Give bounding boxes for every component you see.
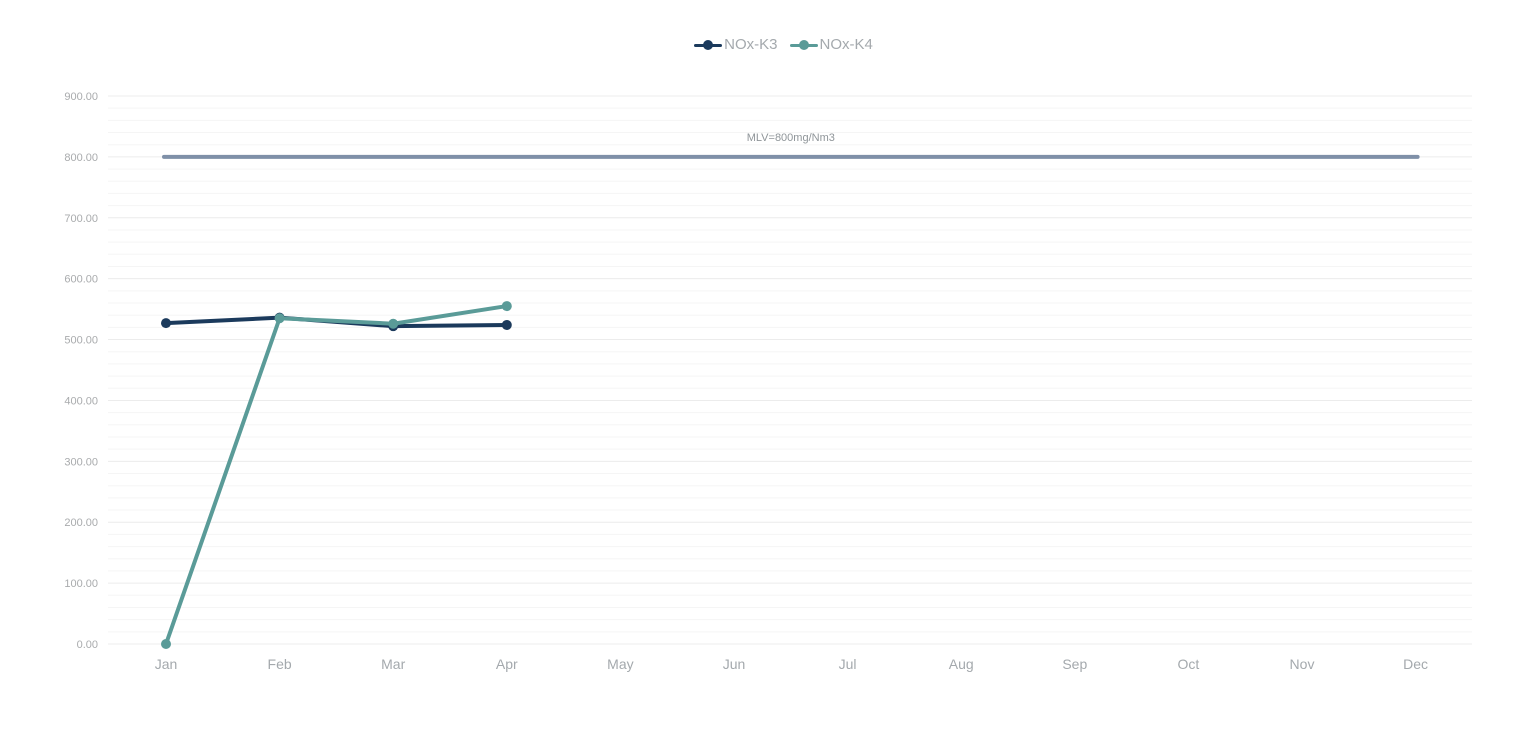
x-tick-label: Nov [1290, 656, 1315, 672]
legend-marker-nox-k4 [789, 39, 818, 51]
data-point-nox-k4 [161, 639, 171, 649]
y-tick-label: 0.00 [77, 639, 98, 651]
y-tick-label: 300.00 [64, 456, 98, 468]
y-tick-label: 100.00 [64, 578, 98, 590]
x-tick-label: Jul [839, 656, 857, 672]
y-tick-label: 700.00 [64, 213, 98, 225]
x-tick-label: Jun [723, 656, 746, 672]
y-tick-label: 200.00 [64, 517, 98, 529]
data-point-nox-k3 [161, 318, 171, 329]
y-tick-label: 800.00 [64, 152, 98, 164]
data-point-nox-k3 [501, 319, 512, 330]
y-tick-label: 400.00 [64, 395, 98, 407]
legend-item-nox-k4[interactable]: NOx-K4 [789, 36, 873, 53]
x-tick-label: Sep [1062, 656, 1087, 672]
series-line-nox-k4 [164, 304, 509, 646]
limit-line-label: MLV=800mg/Nm3 [747, 132, 835, 144]
y-tick-label: 600.00 [64, 274, 98, 286]
legend-label-nox-k4: NOx-K4 [819, 36, 873, 53]
x-tick-label: Oct [1178, 656, 1200, 672]
x-tick-label: Apr [496, 656, 518, 672]
x-tick-label: Mar [381, 656, 405, 672]
x-tick-label: Dec [1403, 656, 1428, 672]
y-tick-label: 900.00 [64, 91, 98, 103]
x-tick-label: Jan [155, 656, 178, 672]
legend-label-nox-k3: NOx-K3 [724, 36, 778, 53]
data-point-nox-k4 [501, 301, 512, 312]
data-point-nox-k4 [388, 318, 399, 329]
data-point-nox-k4 [274, 313, 285, 324]
x-tick-label: Aug [949, 656, 974, 672]
x-tick-label: Feb [268, 656, 292, 672]
legend-item-nox-k3[interactable]: NOx-K3 [694, 36, 778, 53]
legend: NOx-K3 NOx-K4 [0, 36, 1537, 53]
legend-marker-nox-k3 [694, 39, 723, 51]
x-tick-label: May [607, 656, 633, 672]
y-tick-label: 500.00 [64, 335, 98, 347]
